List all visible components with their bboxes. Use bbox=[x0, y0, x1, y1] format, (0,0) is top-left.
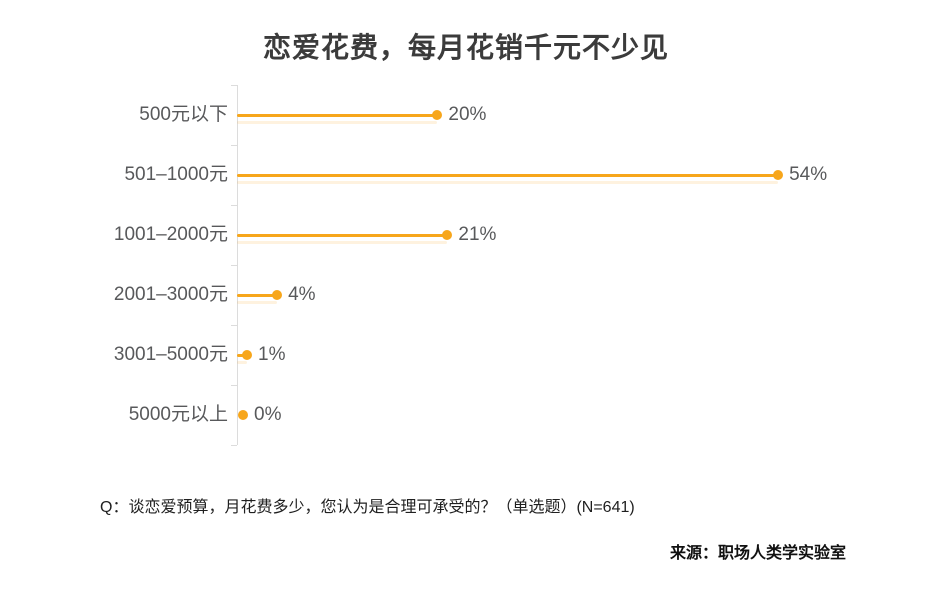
axis-tick bbox=[231, 205, 237, 206]
category-label: 501–1000元 bbox=[124, 164, 228, 185]
lollipop-dot bbox=[432, 110, 443, 120]
chart-row: 54% bbox=[237, 145, 932, 205]
axis-tick bbox=[231, 145, 237, 146]
value-label: 20% bbox=[448, 104, 487, 125]
value-label: 54% bbox=[789, 164, 828, 185]
chart-row: 1% bbox=[237, 325, 932, 385]
chart-row: 0% bbox=[237, 385, 932, 445]
lollipop-dot bbox=[272, 290, 283, 300]
question-footnote: Q：谈恋爱预算，月花费多少，您认为是合理可承受的？（单选题）(N=641) bbox=[100, 499, 635, 516]
axis-tick bbox=[231, 325, 237, 326]
chart-row: 21% bbox=[237, 205, 932, 265]
value-label: 1% bbox=[258, 344, 286, 365]
value-label: 4% bbox=[288, 284, 316, 305]
axis-tick bbox=[231, 265, 237, 266]
lollipop-stick bbox=[237, 173, 779, 177]
chart-row: 20% bbox=[237, 85, 932, 145]
axis-tick bbox=[231, 385, 237, 386]
lollipop-dot bbox=[442, 230, 453, 240]
source-credit: 来源：职场人类学实验室 bbox=[669, 545, 846, 562]
axis-tick bbox=[231, 445, 237, 446]
chart-row: 4% bbox=[237, 265, 932, 325]
lollipop-stick bbox=[237, 293, 278, 297]
category-label: 500元以下 bbox=[139, 104, 228, 125]
lollipop-stick bbox=[237, 233, 448, 237]
value-label: 21% bbox=[458, 224, 497, 245]
lollipop-dot bbox=[242, 350, 253, 360]
y-axis-line bbox=[237, 85, 238, 445]
lollipop-stick bbox=[237, 113, 438, 117]
category-label: 3001–5000元 bbox=[113, 344, 228, 365]
chart-title: 恋爱花费，每月花销千元不少见 bbox=[262, 32, 669, 63]
category-label: 1001–2000元 bbox=[113, 224, 228, 245]
lollipop-stick bbox=[237, 353, 248, 357]
axis-tick bbox=[231, 85, 237, 86]
category-label: 2001–3000元 bbox=[113, 284, 228, 305]
value-label: 0% bbox=[254, 404, 282, 425]
category-label: 5000元以上 bbox=[128, 404, 228, 425]
lollipop-dot bbox=[773, 170, 784, 180]
lollipop-dot bbox=[238, 410, 248, 420]
